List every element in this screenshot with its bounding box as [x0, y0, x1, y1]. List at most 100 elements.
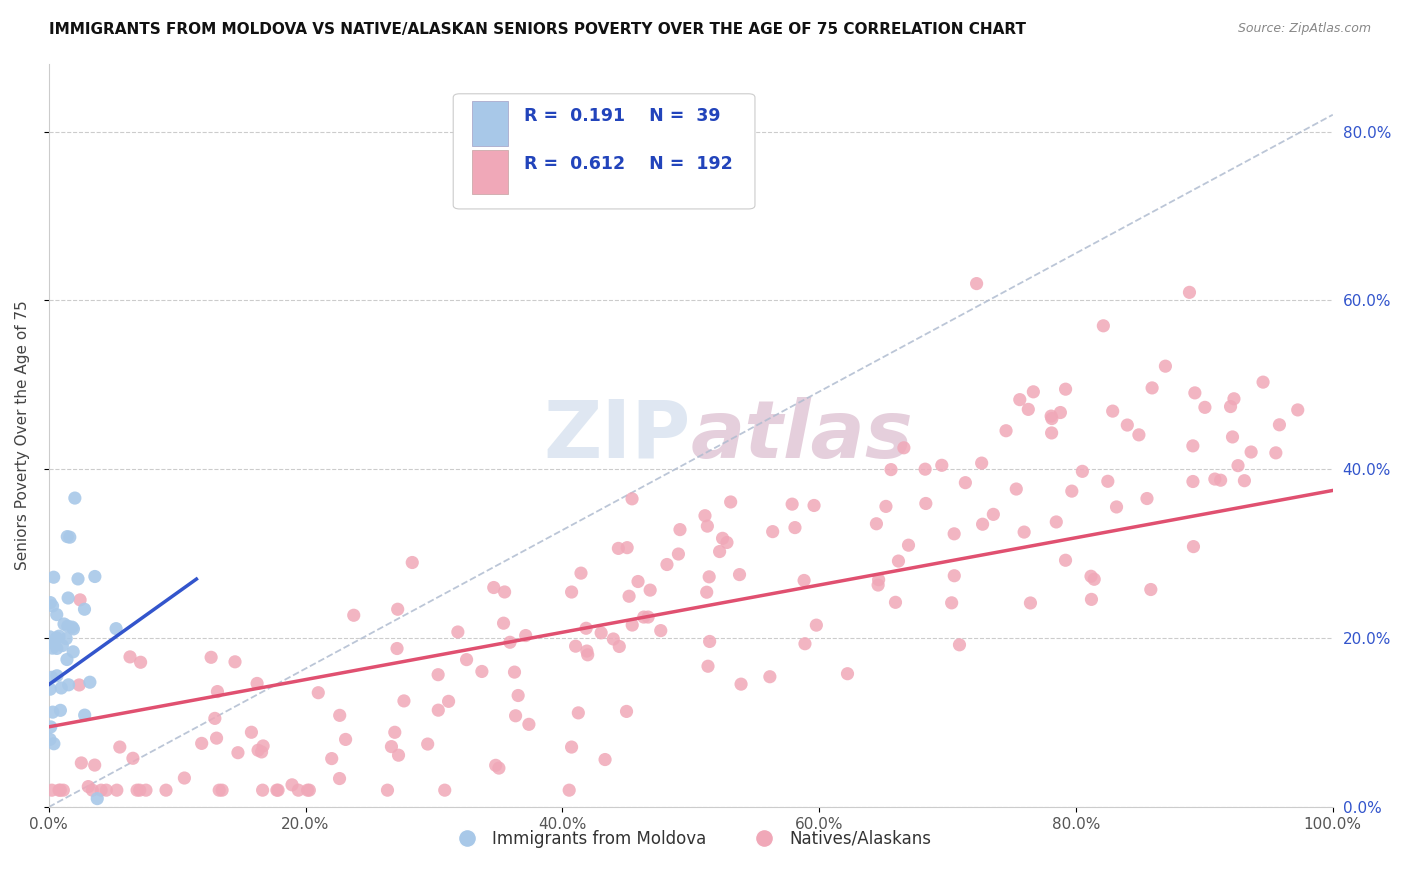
Point [1136, 491, 1159, 506]
Point [48, 783, 70, 797]
Point [416, 737, 439, 751]
Point [211, 783, 233, 797]
Point [51, 681, 73, 695]
Text: atlas: atlas [690, 397, 914, 475]
Point [1209, 473, 1232, 487]
Point [693, 508, 716, 523]
Point [427, 667, 450, 681]
Point [1128, 428, 1150, 442]
FancyBboxPatch shape [453, 94, 755, 209]
Point [1080, 569, 1102, 583]
Point [56, 619, 79, 633]
Point [86, 791, 108, 805]
Point [384, 725, 406, 739]
Point [914, 496, 936, 510]
Point [931, 458, 953, 473]
Point [42, 737, 65, 751]
Point [780, 497, 803, 511]
Point [1222, 430, 1244, 444]
FancyBboxPatch shape [472, 150, 509, 194]
Point [226, 746, 249, 760]
Point [45, 607, 67, 622]
Y-axis label: Seniors Poverty Over the Age of 75: Seniors Poverty Over the Age of 75 [15, 301, 30, 571]
Point [252, 783, 274, 797]
Point [696, 519, 718, 533]
Point [868, 573, 890, 587]
Point [806, 618, 828, 632]
Point [135, 783, 157, 797]
Point [730, 677, 752, 691]
Point [401, 556, 423, 570]
Point [41, 783, 63, 797]
Point [41, 641, 63, 656]
Point [488, 761, 510, 775]
Point [56, 652, 79, 666]
Point [1240, 445, 1263, 459]
Point [1097, 475, 1119, 489]
Point [783, 520, 806, 534]
Point [1116, 418, 1139, 433]
Point [427, 703, 450, 717]
Point [82, 783, 104, 797]
Point [948, 638, 970, 652]
Point [1223, 392, 1246, 406]
Point [56, 591, 79, 605]
Point [63, 491, 86, 505]
Point [485, 758, 508, 772]
Point [995, 424, 1018, 438]
Point [1040, 409, 1063, 423]
Point [1233, 474, 1256, 488]
Point [1204, 472, 1226, 486]
Point [79, 675, 101, 690]
Point [1092, 318, 1115, 333]
Point [1251, 375, 1274, 389]
Point [1184, 385, 1206, 400]
Point [267, 783, 290, 797]
Point [42, 705, 65, 719]
Point [1019, 596, 1042, 610]
Point [471, 665, 494, 679]
Legend: Immigrants from Moldova, Natives/Alaskans: Immigrants from Moldova, Natives/Alaskan… [443, 823, 938, 855]
Point [564, 639, 586, 653]
Point [943, 568, 966, 582]
Point [638, 583, 661, 598]
FancyBboxPatch shape [472, 101, 509, 145]
Point [66, 572, 89, 586]
Point [1080, 592, 1102, 607]
Point [955, 475, 977, 490]
Point [897, 538, 920, 552]
Point [1017, 402, 1039, 417]
Point [55, 632, 77, 646]
Point [1008, 392, 1031, 407]
Point [240, 725, 263, 739]
Point [224, 655, 246, 669]
Point [45, 641, 67, 656]
Point [616, 705, 638, 719]
Point [41, 599, 63, 613]
Point [607, 640, 630, 654]
Point [699, 634, 721, 648]
Point [650, 624, 672, 638]
Point [1054, 382, 1077, 396]
Point [108, 739, 131, 754]
Point [711, 532, 734, 546]
Point [70, 756, 93, 770]
Point [868, 578, 890, 592]
Point [129, 655, 152, 669]
Point [569, 566, 592, 581]
Text: IMMIGRANTS FROM MOLDOVA VS NATIVE/ALASKAN SENIORS POVERTY OVER THE AGE OF 75 COR: IMMIGRANTS FROM MOLDOVA VS NATIVE/ALASKA… [49, 22, 1026, 37]
Point [53, 617, 76, 632]
Point [575, 621, 598, 635]
Point [558, 783, 581, 797]
Point [62, 622, 84, 636]
Point [90, 783, 112, 797]
Point [39, 720, 62, 734]
Point [576, 648, 599, 662]
Point [297, 783, 319, 797]
Point [67, 678, 90, 692]
Point [1060, 484, 1083, 499]
Text: ZIP: ZIP [544, 397, 690, 475]
Point [1040, 425, 1063, 440]
Point [105, 783, 128, 797]
Point [716, 535, 738, 549]
